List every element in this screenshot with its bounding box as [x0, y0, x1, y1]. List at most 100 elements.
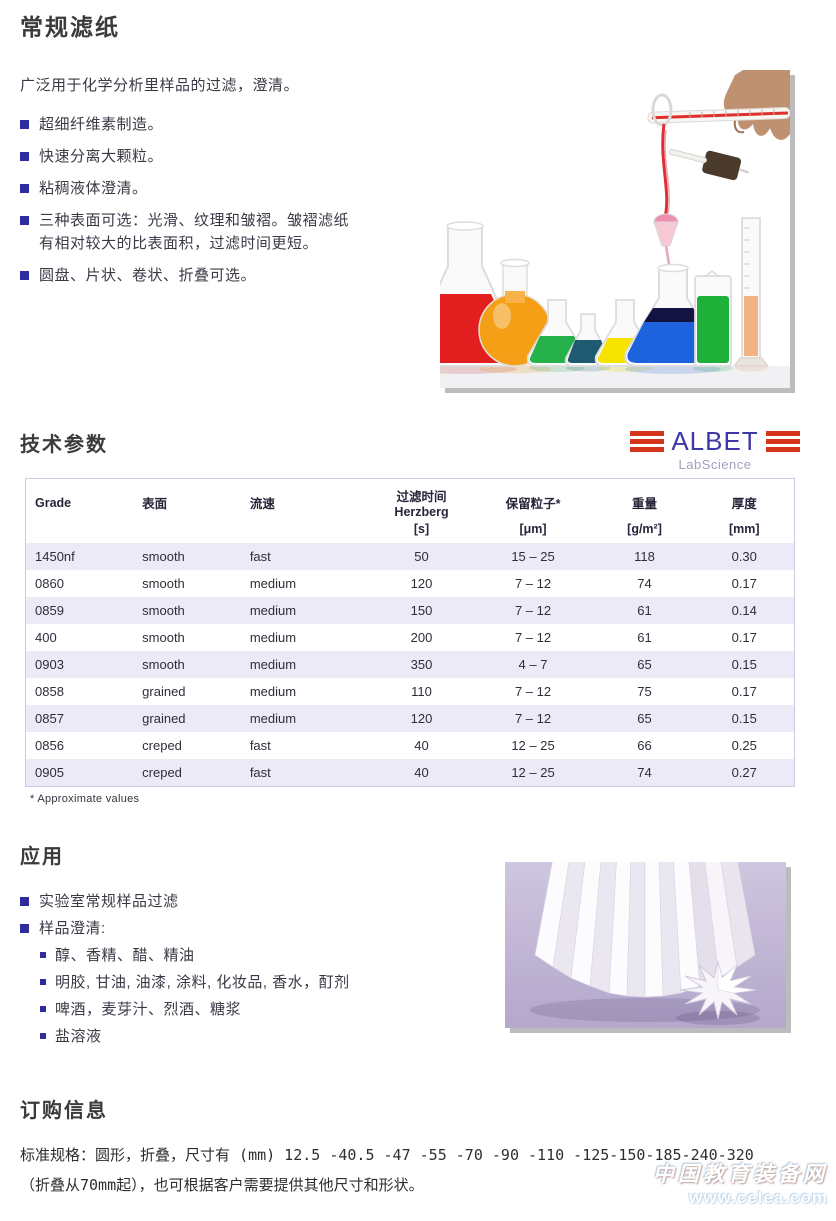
- logo-stripes-left-icon: [630, 431, 665, 452]
- table-row: 0857 grained medium 120 7 – 12 65 0.15: [25, 704, 795, 732]
- ordering-line-1: 标准规格：圆形，折叠，尺寸有 (mm) 12.5 -40.5 -47 -55 -…: [20, 1146, 754, 1164]
- column-header: Grade: [35, 495, 72, 510]
- column-header: 保留粒子* [μm]: [505, 497, 561, 536]
- table-cell: medium: [249, 629, 297, 645]
- table-cell: 0859: [35, 602, 64, 618]
- table-cell: 350: [410, 656, 433, 672]
- table-cell: smooth: [142, 575, 185, 591]
- table-cell: 74: [637, 764, 652, 780]
- table-cell: 1450nf: [35, 548, 75, 564]
- table-cell: medium: [249, 575, 297, 591]
- table-cell: 0858: [35, 683, 64, 699]
- table-cell: creped: [142, 737, 182, 753]
- table-row: 0858 grained medium 110 7 – 12 75 0.17: [26, 678, 795, 705]
- table-cell: fast: [249, 548, 271, 564]
- logo-tagline: LabScience: [678, 457, 752, 472]
- table-cell: 120: [410, 575, 433, 591]
- filter-paper-illustration: [505, 862, 786, 1028]
- table-cell: 0856: [35, 737, 64, 753]
- applications-heading: 应用: [20, 846, 64, 868]
- application-item: 实验室常规样品过滤: [20, 890, 490, 913]
- page-title: 常规滤纸: [20, 14, 120, 40]
- table-cell: smooth: [142, 656, 185, 672]
- table-cell: 0.27: [731, 764, 757, 780]
- table-cell: fast: [249, 737, 271, 753]
- application-item: 样品澄清:: [20, 917, 490, 940]
- ordering-text: 标准规格：圆形，折叠，尺寸有 (mm) 12.5 -40.5 -47 -55 -…: [20, 1140, 826, 1200]
- column-header: 过滤时间 Herzberg [s]: [394, 490, 449, 536]
- table-cell: grained: [142, 710, 186, 726]
- spec-table: Grade 表面 流速 过滤时间 Herzberg [s] 保留粒子* [μm] 重量 [g/m²…: [25, 478, 795, 787]
- watermark-site-url: www.celea.com: [689, 1188, 828, 1207]
- table-cell: 120: [410, 710, 433, 726]
- table-cell: 118: [634, 548, 655, 564]
- feature-item: 粘稠液体澄清。: [20, 177, 351, 200]
- table-cell: 400: [35, 629, 57, 645]
- table-cell: 0.15: [731, 710, 757, 726]
- tech-heading: 技术参数: [20, 434, 108, 456]
- table-cell: 200: [410, 629, 433, 645]
- table-cell: 15 – 25: [511, 548, 555, 564]
- table-cell: 0.15: [731, 656, 757, 672]
- albet-logo: ALBET LabScience: [630, 426, 800, 472]
- table-row: 0859 smooth medium 150 7 – 12 61 0.14: [25, 596, 795, 624]
- table-cell: grained: [142, 683, 186, 699]
- table-cell: medium: [249, 602, 297, 618]
- flasks-illustration: [440, 70, 790, 388]
- table-cell: fast: [249, 764, 271, 780]
- ordering-line-2: （折叠从70mm起），也可根据客户需要提供其他尺寸和形状。: [20, 1176, 424, 1194]
- table-cell: 0860: [35, 575, 64, 591]
- table-cell: 0.17: [731, 683, 757, 699]
- application-sub-list: 醇、香精、醋、精油 明胶, 甘油, 油漆, 涂料, 化妆品, 香水，酊剂 啤酒，麦芽…: [20, 944, 490, 1048]
- table-row: 400 smooth medium 200 7 – 12 61 0.17: [26, 624, 795, 651]
- applications-block: 实验室常规样品过滤 样品澄清: 醇、香精、醋、精油 明胶, 甘油, 油漆, 涂料, …: [20, 890, 490, 1052]
- application-sub-item: 醇、香精、醋、精油: [40, 944, 490, 967]
- table-row: 1450nf smooth fast 50 15 – 25 118 0.30: [25, 542, 795, 570]
- application-sub-item: 明胶, 甘油, 油漆, 涂料, 化妆品, 香水，酊剂: [40, 971, 490, 994]
- table-cell: 65: [637, 656, 652, 672]
- table-cell: 40: [414, 764, 429, 780]
- filter-paper-photo: [505, 862, 786, 1028]
- table-cell: 150: [410, 602, 433, 618]
- column-header: 表面: [142, 497, 168, 512]
- feature-item: 超细纤维素制造。: [20, 113, 351, 136]
- spec-table-body: 1450nf smooth fast 50 15 – 25 118 0.30 0860 smoo…: [25, 542, 795, 786]
- table-cell: 50: [414, 548, 429, 564]
- logo-stripes-right-icon: [765, 431, 800, 452]
- table-cell: creped: [142, 764, 182, 780]
- column-header: 厚度 [mm]: [728, 497, 760, 536]
- table-cell: 0857: [35, 710, 64, 726]
- table-cell: 40: [414, 737, 429, 753]
- table-cell: smooth: [142, 548, 185, 564]
- table-cell: 12 – 25: [511, 737, 555, 753]
- table-cell: smooth: [142, 629, 185, 645]
- table-cell: medium: [249, 710, 297, 726]
- table-cell: 0.17: [731, 629, 757, 645]
- table-cell: 12 – 25: [511, 764, 555, 780]
- flasks-photo: [440, 70, 790, 388]
- application-sub-item: 盐溶液: [40, 1025, 490, 1048]
- table-row: 0903 smooth medium 350 4 – 7 65 0.15: [25, 650, 795, 678]
- table-cell: 0.14: [731, 602, 757, 618]
- site-watermark: 中国教育装备网 www.celea.com: [653, 1158, 828, 1208]
- table-cell: 7 – 12: [514, 683, 552, 699]
- application-sub-item: 啤酒，麦芽汁、烈酒、糖浆: [40, 998, 490, 1021]
- feature-item: 圆盘、片状、卷状、折叠可选。: [20, 264, 351, 287]
- ordering-heading: 订购信息: [20, 1100, 108, 1122]
- column-header: 流速: [249, 497, 275, 512]
- table-cell: 110: [411, 683, 432, 699]
- table-cell: 4 – 7: [518, 656, 548, 672]
- table-cell: medium: [249, 683, 297, 699]
- table-cell: 61: [637, 602, 652, 618]
- watermark-site-name: 中国教育装备网: [653, 1162, 828, 1186]
- table-cell: 0.25: [731, 737, 757, 753]
- table-cell: 0.17: [731, 575, 757, 591]
- table-cell: 66: [637, 737, 652, 753]
- spec-table-head-row: Grade 表面 流速 过滤时间 Herzberg [s] 保留粒子* [μm] 重量 [g/m²…: [26, 479, 795, 543]
- logo-brand-text: ALBET: [671, 426, 759, 456]
- table-cell: 7 – 12: [514, 575, 552, 591]
- table-row: 0860 smooth medium 120 7 – 12 74 0.17: [26, 570, 795, 597]
- application-list: 实验室常规样品过滤 样品澄清:: [20, 890, 490, 940]
- table-cell: 61: [637, 629, 652, 645]
